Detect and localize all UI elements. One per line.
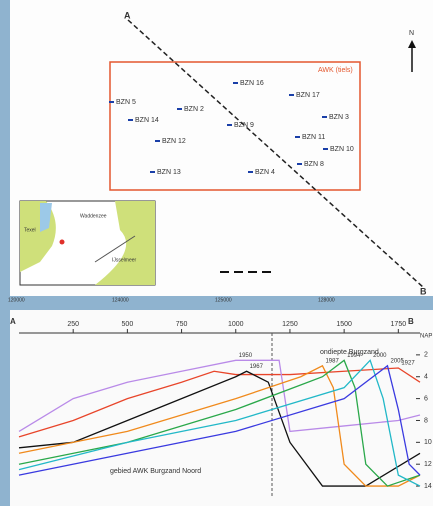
profile-line (18, 359, 421, 433)
inset-label: IJsselmeer (112, 257, 137, 263)
inset-label: Waddenzee (80, 213, 107, 219)
series-label: 1927 (401, 361, 415, 367)
profile-line (18, 370, 421, 487)
profile-right-label: B (408, 317, 414, 326)
coordinate: 128000 (318, 297, 335, 303)
point-label: BZN 8 (304, 161, 324, 168)
inset-land (95, 201, 155, 285)
profile-left-label: A (10, 317, 16, 326)
point-label: BZN 9 (234, 122, 254, 129)
point-marker (289, 94, 294, 96)
coordinate: 124000 (112, 297, 129, 303)
x-tick-label: 1250 (282, 321, 298, 328)
profile-line (18, 367, 421, 438)
series-label: 1950 (239, 353, 253, 359)
profile-line (18, 364, 421, 476)
point-label: BZN 12 (162, 138, 186, 145)
point-a: A (124, 10, 131, 20)
x-tick-label: 250 (67, 321, 79, 328)
annotation: ondiepte Burgzand (320, 349, 379, 356)
x-tick-label: 750 (176, 321, 188, 328)
point-marker (297, 163, 302, 165)
point-marker (109, 101, 114, 103)
point-label: BZN 17 (296, 92, 320, 99)
point-label: BZN 13 (157, 169, 181, 176)
point-marker (227, 124, 232, 126)
inset-location (59, 239, 65, 245)
point-marker (295, 136, 300, 138)
series-label: 1967 (250, 364, 264, 370)
point-marker (177, 108, 182, 110)
y-tick-label: 4 (424, 374, 428, 381)
north-arrow-head (408, 40, 416, 48)
point-marker (150, 171, 155, 173)
area-label: AWK (tiels) (318, 67, 353, 74)
point-label: BZN 5 (116, 99, 136, 106)
inset-label: Texel (24, 227, 36, 233)
x-tick-label: 1000 (228, 321, 244, 328)
point-label: BZN 14 (135, 117, 159, 124)
series-label: 1994 (347, 353, 361, 359)
series-label: 2000 (373, 353, 387, 359)
north-label: N (409, 30, 414, 37)
profile-line (18, 364, 421, 487)
y-tick-label: 2 (424, 352, 428, 359)
point-marker (233, 82, 238, 84)
point-label: BZN 3 (329, 114, 349, 121)
point-label: BZN 10 (330, 146, 354, 153)
y-tick-label: 8 (424, 417, 428, 424)
profile-background (10, 310, 433, 506)
y-tick-label: 6 (424, 395, 428, 402)
series-label: 2005 (390, 358, 404, 364)
y-tick-label: 10 (424, 439, 432, 446)
point-label: BZN 2 (184, 106, 204, 113)
annotation: gebied AWK Burgzand Noord (110, 468, 201, 475)
profile-line (18, 359, 421, 487)
y-tick-label: 12 (424, 461, 432, 468)
point-b: B (420, 286, 427, 296)
point-marker (155, 140, 160, 142)
point-label: BZN 16 (240, 80, 264, 87)
point-label: BZN 4 (255, 169, 275, 176)
points: BZN 16 BZN 17 BZN 5 BZN 2 BZN 3 BZN 14 B… (109, 80, 354, 176)
point-marker (322, 116, 327, 118)
series-label: 1987 (325, 358, 339, 364)
y-tick-label: 14 (424, 483, 432, 490)
inset-island (40, 203, 52, 232)
coordinate: 125000 (215, 297, 232, 303)
point-marker (248, 171, 253, 173)
coordinate: 120000 (8, 297, 25, 303)
inset-dike (94, 235, 136, 263)
x-tick-label: 1750 (391, 321, 407, 328)
x-tick-label: 500 (122, 321, 134, 328)
point-marker (128, 119, 133, 121)
point-label: BZN 11 (302, 134, 325, 141)
section-line (127, 19, 425, 289)
y-axis-label: NAP (420, 334, 432, 340)
area-outline (109, 61, 361, 191)
point-marker (323, 148, 328, 150)
x-tick-label: 1500 (336, 321, 352, 328)
profile-line (18, 359, 421, 487)
